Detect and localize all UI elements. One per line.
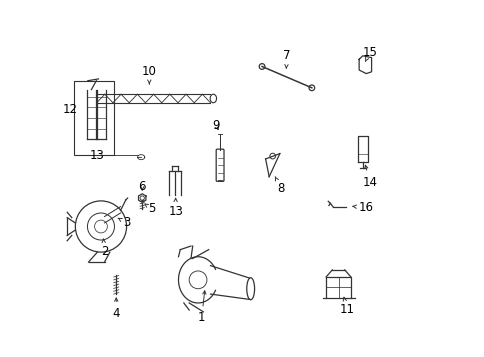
Text: 14: 14 [362,165,377,188]
Text: 13: 13 [89,149,104,162]
Text: 13: 13 [168,198,182,218]
Circle shape [258,64,264,69]
Text: 1: 1 [197,291,206,325]
Text: 4: 4 [112,298,120,320]
Text: 10: 10 [142,65,156,84]
Text: 9: 9 [212,119,219,132]
Text: 15: 15 [362,46,377,61]
Bar [74,81,114,155]
Text: 5: 5 [145,202,155,215]
Text: 11: 11 [338,297,353,316]
Text: 3: 3 [118,216,130,230]
Ellipse shape [210,94,216,103]
Circle shape [308,85,314,91]
Text: 2: 2 [101,239,108,258]
Bar [325,277,350,298]
Text: 8: 8 [274,177,284,195]
Text: 16: 16 [352,201,373,214]
Text: 7: 7 [283,49,290,68]
Text: 12: 12 [62,103,77,116]
Text: 6: 6 [138,180,146,193]
